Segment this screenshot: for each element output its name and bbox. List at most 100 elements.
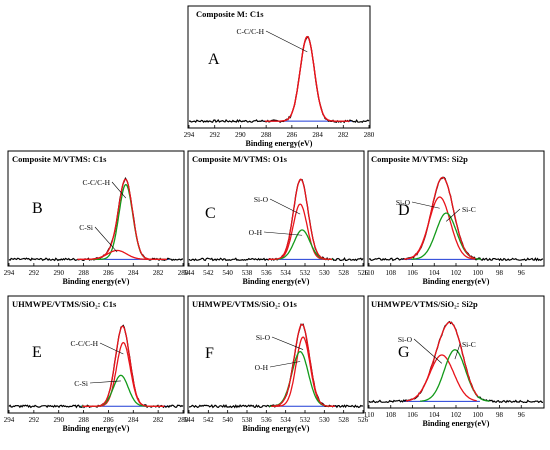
x-tick-label: 102 xyxy=(451,411,462,419)
x-tick-label: 110 xyxy=(364,411,375,419)
panel-letter: C xyxy=(205,205,216,222)
x-tick-label: 104 xyxy=(429,411,440,419)
x-tick-label: 98 xyxy=(496,269,504,277)
peak-label: C-C/C-H xyxy=(70,339,98,348)
panel-title: UHMWPE/VTMS/SiO₂: O1s xyxy=(192,299,297,309)
peak-label: Si-O xyxy=(254,195,269,204)
x-tick-label: 530 xyxy=(319,269,330,277)
label-leader xyxy=(271,336,304,350)
panel-title: UHMWPE/VTMS/SiO₂: C1s xyxy=(12,299,117,309)
panel-frame xyxy=(367,150,545,267)
x-tick-label: 526 xyxy=(358,269,369,277)
x-tick-label: 540 xyxy=(222,269,233,277)
x-tick-label: 280 xyxy=(178,269,189,277)
x-tick-label: 286 xyxy=(103,416,114,424)
x-axis-label: Binding energy(eV) xyxy=(423,277,490,286)
label-leader xyxy=(89,380,121,384)
fit-envelope xyxy=(405,321,479,402)
x-tick-label: 544 xyxy=(184,269,195,277)
x-tick-label: 534 xyxy=(280,416,291,424)
x-tick-label: 540 xyxy=(222,416,233,424)
x-tick-label: 288 xyxy=(78,416,89,424)
x-axis-label: Binding energy(eV) xyxy=(63,277,130,286)
panel-letter: B xyxy=(32,200,43,217)
fit-envelope xyxy=(271,323,335,407)
fit-envelope xyxy=(268,178,333,260)
x-tick-label: 528 xyxy=(338,269,349,277)
x-tick-label: 106 xyxy=(407,411,418,419)
x-tick-label: 290 xyxy=(235,131,246,139)
x-tick-label: 282 xyxy=(338,131,349,139)
x-tick-label: 534 xyxy=(280,269,291,277)
panel-letter: G xyxy=(398,344,410,361)
panel-d: Composite M/VTMS: Si2p DSi-O Si-C 110 108 106… xyxy=(364,150,545,286)
panel-f: UHMWPE/VTMS/SiO₂: O1s F Si-O O-H 544 542 540 53… xyxy=(184,295,369,433)
x-axis-label: Binding energy(eV) xyxy=(423,419,490,428)
x-tick-label: 280 xyxy=(178,416,189,424)
x-tick-label: 542 xyxy=(203,416,214,424)
x-tick-label: 284 xyxy=(128,269,139,277)
panel-title: Composite M: C1s xyxy=(196,9,264,19)
panel-letter: A xyxy=(208,51,220,68)
panel-b: Composite M/VTMS: C1s B C-C/C-H C-Si 294 292 2… xyxy=(4,150,189,286)
x-tick-label: 284 xyxy=(312,131,323,139)
peak-label: C-Si xyxy=(74,379,88,388)
panel-frame xyxy=(187,150,365,267)
peak-si-c xyxy=(419,349,490,402)
x-tick-label: 292 xyxy=(209,131,220,139)
peak-label: C-C/C-H xyxy=(82,178,110,187)
panel-frame xyxy=(7,295,185,414)
x-tick-label: 286 xyxy=(287,131,298,139)
x-tick-label: 538 xyxy=(242,269,253,277)
peak-label: Si-C xyxy=(462,340,476,349)
panel-c: Composite M/VTMS: O1s C Si-O O-H 544 542 540 53… xyxy=(184,150,369,286)
x-tick-label: 98 xyxy=(496,411,504,419)
label-leader xyxy=(413,338,443,364)
fit-envelope xyxy=(264,35,350,122)
x-tick-label: 288 xyxy=(261,131,272,139)
panel-title: Composite M/VTMS: C1s xyxy=(12,154,107,164)
x-tick-label: 292 xyxy=(29,416,40,424)
label-leader xyxy=(269,198,301,215)
x-tick-label: 108 xyxy=(386,269,397,277)
x-tick-label: 290 xyxy=(53,269,64,277)
x-tick-label: 282 xyxy=(153,416,164,424)
panel-e: UHMWPE/VTMS/SiO₂: C1s E C-C/C-H C-Si 294 292 2… xyxy=(4,295,189,433)
panel-letter: E xyxy=(32,344,42,361)
x-tick-label: 294 xyxy=(184,131,195,139)
x-tick-label: 284 xyxy=(128,416,139,424)
panel-title: UHMWPE/VTMS/SiO₂: Si2p xyxy=(371,299,478,309)
label-leader xyxy=(265,30,308,53)
x-tick-label: 532 xyxy=(300,269,311,277)
label-leader xyxy=(99,342,124,355)
x-tick-label: 280 xyxy=(364,131,375,139)
x-tick-label: 100 xyxy=(473,269,484,277)
peak-label: C-Si xyxy=(79,223,93,232)
panel-a: Composite M: C1s A C-C/C-H 294 292 290 288 286 2… xyxy=(184,5,375,148)
x-axis-label: Binding energy(eV) xyxy=(243,424,310,433)
x-tick-label: 288 xyxy=(78,269,89,277)
x-tick-label: 100 xyxy=(473,411,484,419)
label-leader xyxy=(111,181,127,199)
x-tick-label: 294 xyxy=(4,416,15,424)
x-tick-label: 526 xyxy=(358,416,369,424)
label-leader xyxy=(454,343,461,360)
x-tick-label: 532 xyxy=(300,416,311,424)
fit-envelope xyxy=(82,325,165,407)
panel-letter: D xyxy=(398,202,410,219)
panel-title: Composite M/VTMS: Si2p xyxy=(371,154,468,164)
panel-title: Composite M/VTMS: O1s xyxy=(192,154,288,164)
x-tick-label: 544 xyxy=(184,416,195,424)
x-axis-label: Binding energy(eV) xyxy=(246,139,313,148)
label-leader xyxy=(269,361,301,368)
x-tick-label: 108 xyxy=(386,411,397,419)
peak-label: C-C/C-H xyxy=(236,27,264,36)
x-axis-label: Binding energy(eV) xyxy=(63,424,130,433)
x-tick-label: 538 xyxy=(242,416,253,424)
x-tick-label: 282 xyxy=(153,269,164,277)
peak-label: Si-O xyxy=(398,335,413,344)
panel-frame xyxy=(7,150,185,267)
panel-frame xyxy=(187,5,371,129)
label-leader xyxy=(94,226,118,253)
